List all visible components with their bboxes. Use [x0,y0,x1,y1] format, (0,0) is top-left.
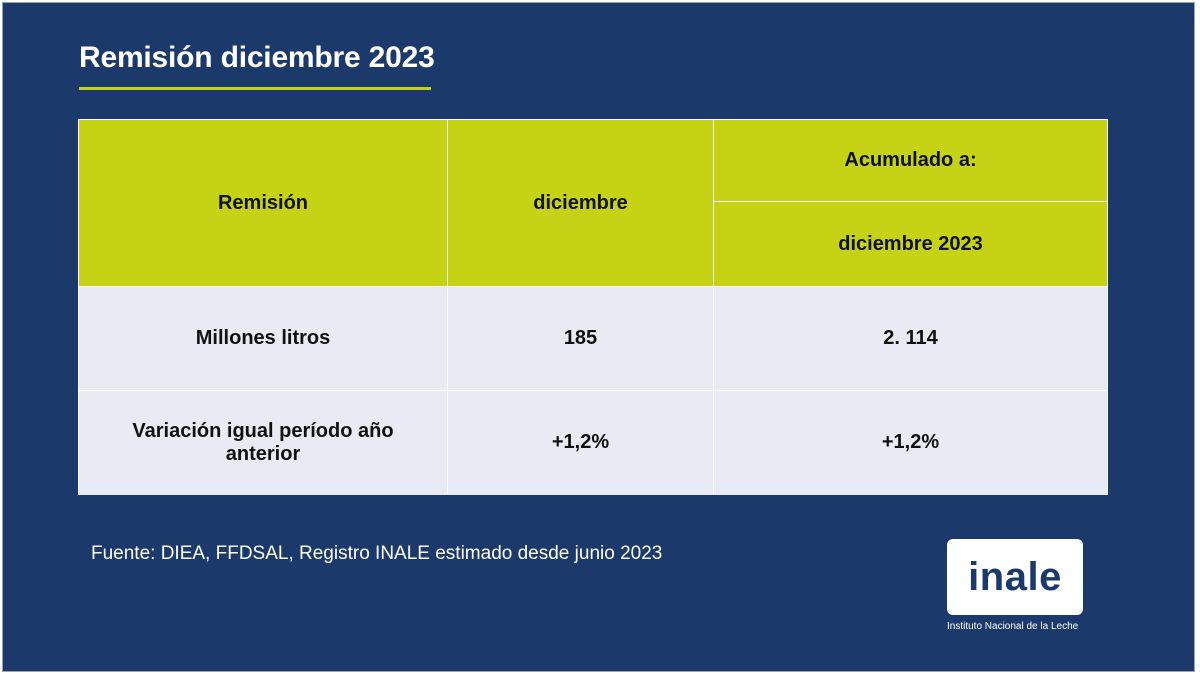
source-note: Fuente: DIEA, FFDSAL, Registro INALE est… [91,543,663,564]
page-title: Remisión diciembre 2023 [79,41,435,74]
row-diciembre-value: 185 [447,286,714,391]
logo-caption: Instituto Nacional de la Leche [947,621,1079,632]
table-row: Variación igual período año anterior +1,… [78,390,1108,495]
table-row: Millones litros 185 2. 114 [78,286,1108,391]
row-diciembre-value: +1,2% [447,390,714,495]
header-acumulado-period: diciembre 2023 [713,201,1108,287]
header-diciembre: diciembre [447,119,714,287]
row-acumulado-value: +1,2% [713,390,1108,495]
row-label: Millones litros [78,286,448,391]
row-acumulado-value: 2. 114 [713,286,1108,391]
table-subheader-row: diciembre 2023 [79,201,1108,287]
remision-table: Remisión diciembre Acumulado a: diciembr… [78,119,1108,495]
inale-logo: inale [947,539,1083,615]
title-underline [79,87,431,90]
header-acumulado: Acumulado a: [713,119,1108,202]
header-remision: Remisión [78,119,448,287]
table-header-row: Remisión diciembre Acumulado a: [78,119,1108,287]
logo-wordmark: inale [968,555,1062,599]
row-label: Variación igual período año anterior [78,390,448,495]
